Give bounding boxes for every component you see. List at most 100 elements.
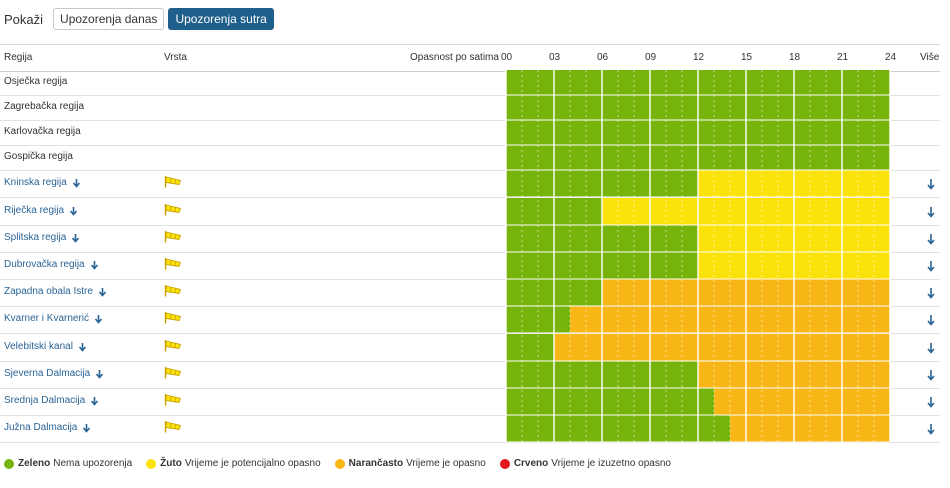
region-name: Karlovačka regija — [4, 125, 81, 137]
wind-warning-flag-icon — [164, 284, 182, 296]
region-name[interactable]: Kvarner i Kvarnerić — [4, 312, 90, 324]
more-details-icon[interactable] — [926, 233, 936, 245]
table-row[interactable]: Kninska regija — [0, 170, 940, 198]
green-dot-icon — [4, 458, 14, 469]
expand-arrow-icon[interactable] — [69, 206, 78, 216]
hour-tick: 06 — [597, 52, 609, 63]
wind-warning-flag-icon — [164, 203, 182, 215]
table-header: Regija Vrsta Opasnost po satima 00 03 06… — [0, 44, 940, 72]
legend-yellow-desc: Vrijeme je potencijalno opasno — [184, 458, 321, 469]
more-details-icon[interactable] — [926, 423, 936, 435]
region-name: Osječka regija — [4, 75, 68, 87]
more-details-icon[interactable] — [926, 287, 936, 299]
wind-warning-flag-icon — [164, 257, 182, 269]
wind-warning-flag-icon — [164, 366, 182, 378]
more-details-icon[interactable] — [926, 206, 936, 218]
more-details-icon[interactable] — [926, 314, 936, 326]
hazard-segment-orange — [730, 415, 890, 442]
legend-red-desc: Vrijeme je izuzetno opasno — [551, 458, 671, 469]
table-row[interactable]: Velebitski kanal — [0, 334, 940, 362]
hazard-segment-green — [506, 334, 554, 361]
region-name[interactable]: Zapadna obala Istre — [4, 285, 93, 297]
wind-warning-flag-icon — [164, 339, 182, 351]
header-hazard: Opasnost po satima — [410, 52, 499, 63]
legend-green: Zeleno Nema upozorenja — [4, 458, 132, 469]
region-name[interactable]: Splitska regija — [4, 231, 67, 243]
region-name[interactable]: Južna Dalmacija — [4, 421, 78, 433]
hazard-segment-orange — [714, 388, 890, 415]
legend-yellow: Žuto Vrijeme je potencijalno opasno — [146, 458, 321, 469]
hazard-timeline — [505, 70, 891, 443]
wind-warning-flag-icon — [164, 420, 182, 432]
hazard-segment-green — [506, 388, 714, 415]
more-details-icon[interactable] — [926, 260, 936, 272]
show-bar: Pokaži Upozorenja danas Upozorenja sutra — [4, 8, 278, 30]
legend-yellow-name: Žuto — [160, 458, 182, 469]
table-row[interactable]: Riječka regija — [0, 198, 940, 226]
red-dot-icon — [499, 458, 510, 469]
table-row[interactable]: Sjeverna Dalmacija — [0, 361, 940, 389]
region-name[interactable]: Srednja Dalmacija — [4, 394, 86, 406]
hazard-segment-orange — [554, 334, 890, 361]
expand-arrow-icon[interactable] — [90, 396, 99, 406]
table-row[interactable]: Zapadna obala Istre — [0, 279, 940, 307]
expand-arrow-icon[interactable] — [94, 314, 103, 324]
header-region: Regija — [4, 52, 33, 63]
expand-arrow-icon[interactable] — [82, 423, 91, 433]
wind-warning-flag-icon — [164, 311, 182, 323]
header-type: Vrsta — [164, 52, 187, 63]
legend-red: Crveno Vrijeme je izuzetno opasno — [499, 458, 671, 469]
more-details-icon[interactable] — [926, 369, 936, 381]
region-name[interactable]: Sjeverna Dalmacija — [4, 367, 91, 379]
region-name[interactable]: Kninska regija — [4, 176, 67, 188]
legend-red-name: Crveno — [513, 458, 549, 469]
hour-tick: 12 — [693, 52, 705, 63]
region-name: Zagrebačka regija — [4, 100, 85, 112]
legend: Zeleno Nema upozorenja Žuto Vrijeme je pot… — [4, 458, 685, 469]
region-name[interactable]: Dubrovačka regija — [4, 258, 85, 270]
expand-arrow-icon[interactable] — [72, 178, 81, 188]
hazard-segment-green — [506, 415, 730, 442]
expand-arrow-icon[interactable] — [98, 287, 107, 297]
table-row[interactable]: Splitska regija — [0, 225, 940, 253]
legend-green-desc: Nema upozorenja — [53, 458, 133, 469]
wind-warning-flag-icon — [164, 230, 182, 242]
legend-orange-name: Narančasto — [348, 458, 404, 469]
expand-arrow-icon[interactable] — [95, 369, 104, 379]
expand-arrow-icon[interactable] — [90, 260, 99, 270]
tab-warnings-tomorrow[interactable]: Upozorenja sutra — [168, 8, 274, 30]
hour-tick: 15 — [741, 52, 753, 63]
orange-dot-icon — [334, 458, 345, 469]
table-row[interactable]: Kvarner i Kvarnerić — [0, 306, 940, 334]
wind-warning-flag-icon — [164, 393, 182, 405]
more-details-icon[interactable] — [926, 396, 936, 408]
table-row: Karlovačka regija — [0, 120, 940, 146]
hour-tick: 09 — [645, 52, 657, 63]
hour-tick: 24 — [885, 52, 897, 63]
expand-arrow-icon[interactable] — [71, 233, 80, 243]
hour-tick: 03 — [549, 52, 561, 63]
table-row[interactable]: Južna Dalmacija — [0, 415, 940, 443]
table-row: Zagrebačka regija — [0, 95, 940, 121]
table-row: Osječka regija — [0, 70, 940, 96]
legend-green-name: Zeleno — [18, 458, 51, 469]
table-row: Gospička regija — [0, 145, 940, 171]
table-row[interactable]: Srednja Dalmacija — [0, 388, 940, 416]
wind-warning-flag-icon — [164, 175, 182, 187]
hour-tick: 00 — [501, 52, 513, 63]
expand-arrow-icon[interactable] — [78, 342, 87, 352]
region-name: Gospička regija — [4, 150, 73, 162]
region-name[interactable]: Riječka regija — [4, 204, 65, 216]
more-details-icon[interactable] — [926, 342, 936, 354]
table-row[interactable]: Dubrovačka regija — [0, 252, 940, 280]
legend-orange-desc: Vrijeme je opasno — [406, 458, 486, 469]
region-name[interactable]: Velebitski kanal — [4, 340, 73, 352]
tab-warnings-today[interactable]: Upozorenja danas — [53, 8, 165, 30]
hour-tick: 18 — [789, 52, 801, 63]
show-label: Pokaži — [4, 11, 44, 27]
hour-tick: 21 — [837, 52, 849, 63]
yellow-dot-icon — [146, 458, 157, 469]
more-details-icon[interactable] — [926, 178, 936, 190]
legend-orange: Narančasto Vrijeme je opasno — [334, 458, 486, 469]
header-more: Više — [920, 52, 940, 63]
